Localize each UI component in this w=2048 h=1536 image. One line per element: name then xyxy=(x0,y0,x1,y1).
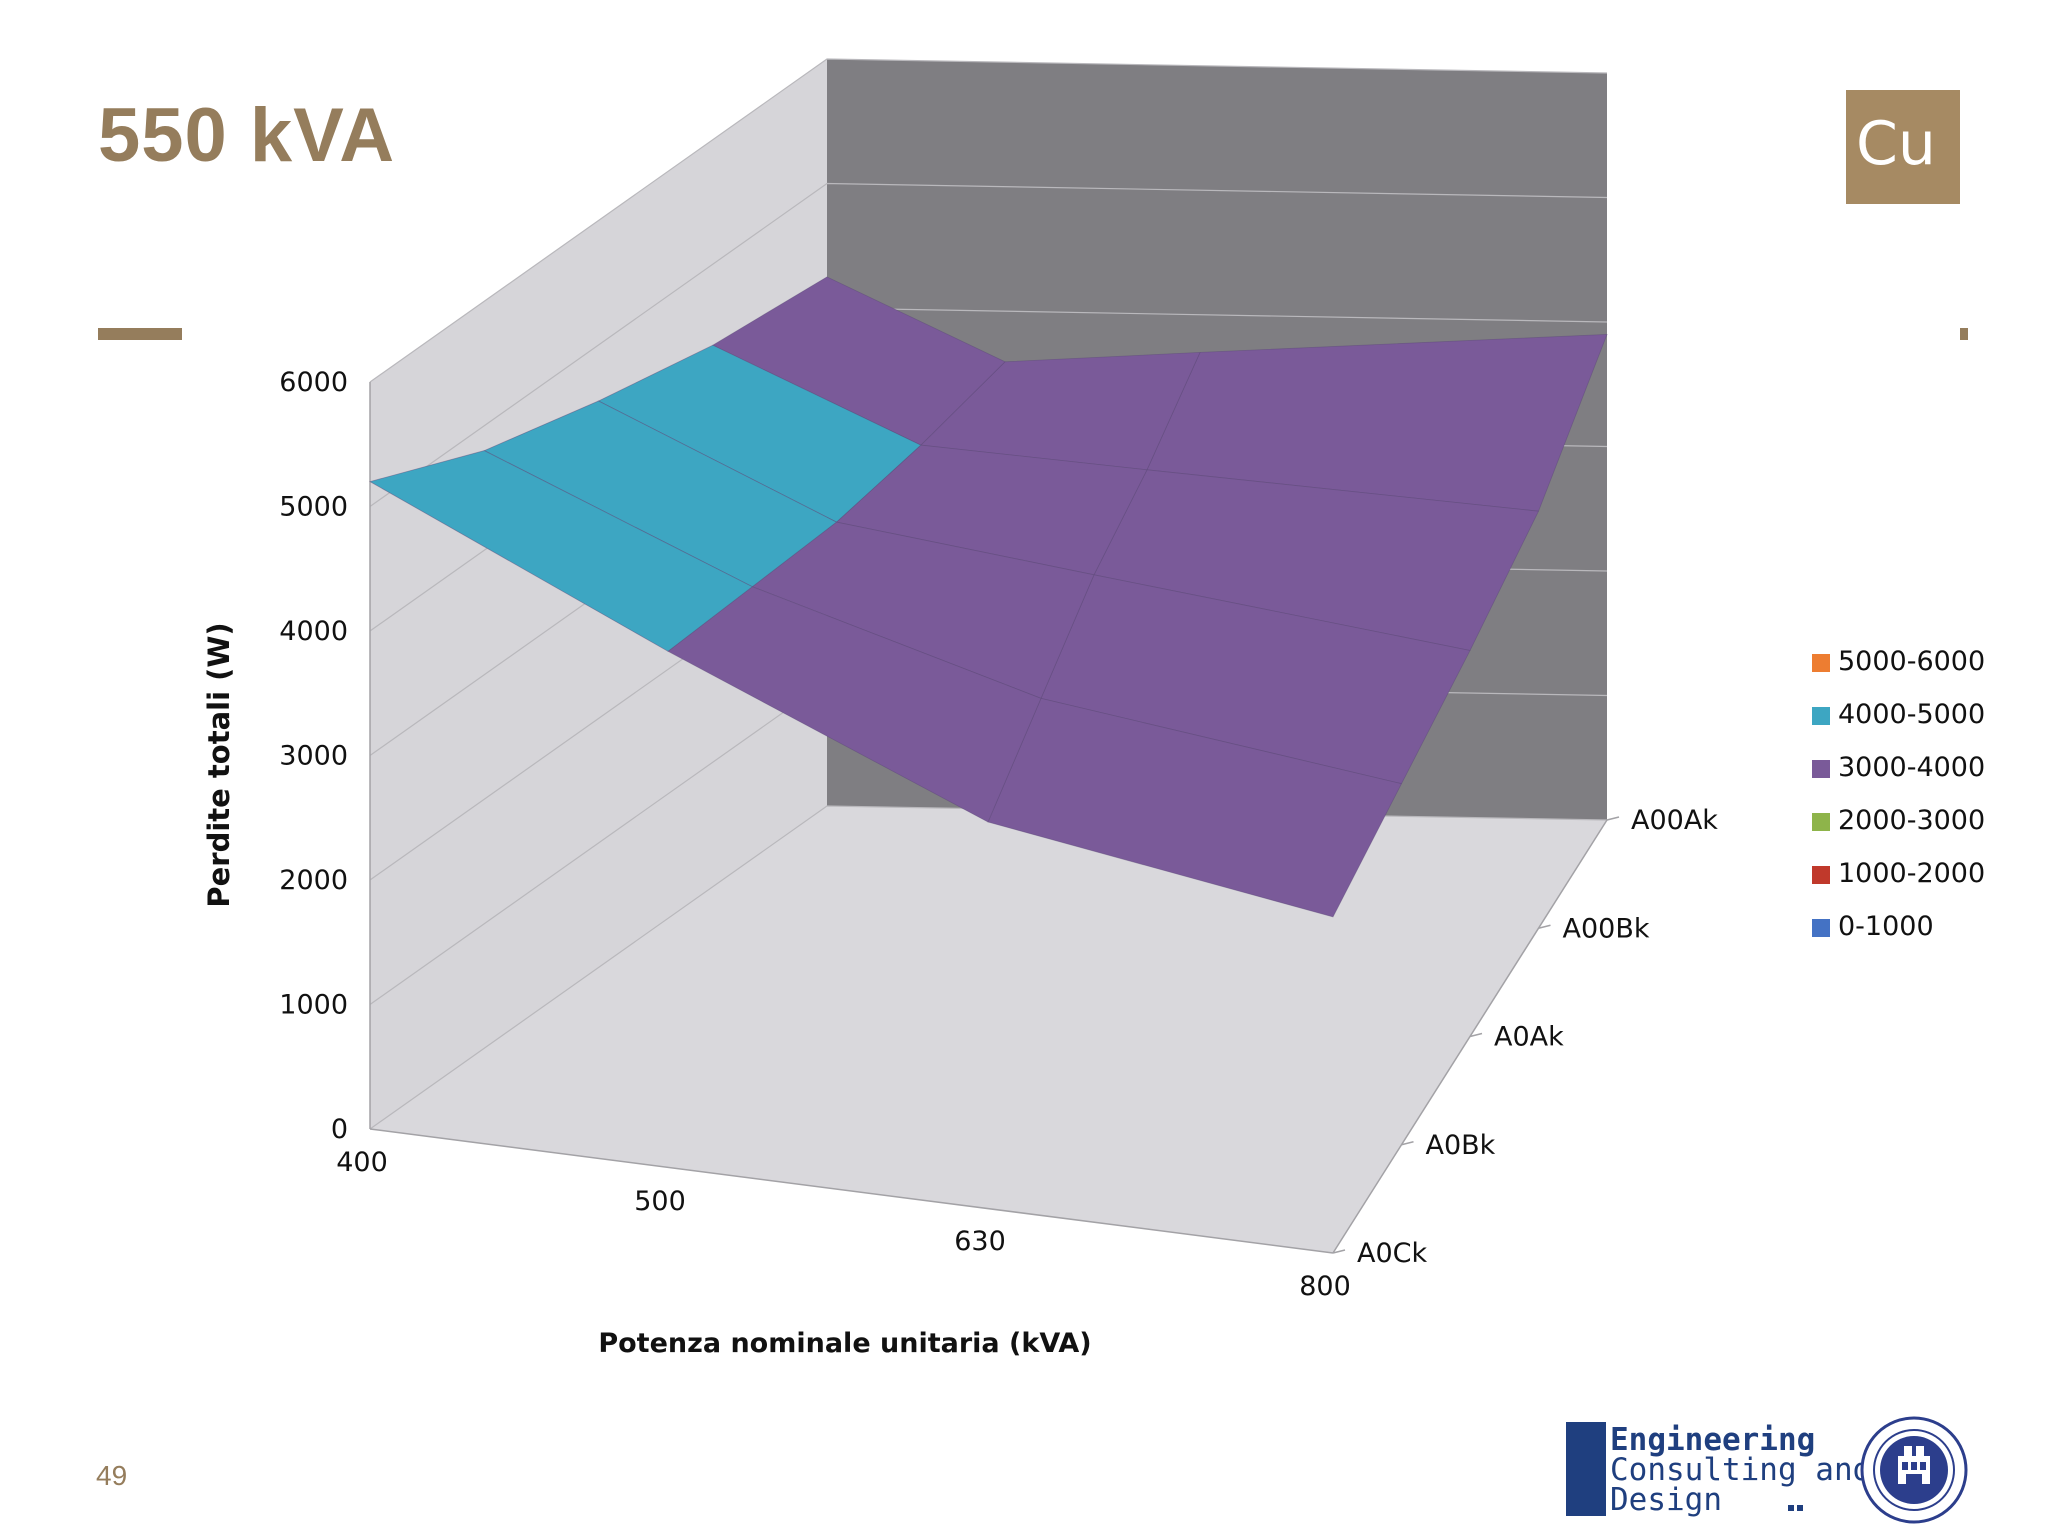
legend-label-1: 4000-5000 xyxy=(1838,699,1985,730)
depth-tick-label-2: A0Ak xyxy=(1494,1022,1564,1053)
y-axis-title: Perdite totali (W) xyxy=(202,622,236,907)
title-rule-left xyxy=(98,328,182,340)
depth-tick-label-0: A0Ck xyxy=(1357,1238,1428,1269)
slide-title: 550 kVA xyxy=(98,93,396,178)
legend-label-0: 5000-6000 xyxy=(1838,646,1985,677)
depth-tick-4 xyxy=(1606,816,1620,821)
legend-swatch-4 xyxy=(1812,866,1830,884)
ecd-logo-block xyxy=(1566,1422,1606,1516)
legend-label-3: 2000-3000 xyxy=(1838,805,1985,836)
depth-tick-1 xyxy=(1401,1141,1414,1146)
ecd-logo: Engineering Consulting and Design xyxy=(1566,1422,1871,1518)
floor xyxy=(370,806,1607,1253)
university-seal-icon xyxy=(1860,1416,1968,1524)
x-tick-label-2: 630 xyxy=(954,1226,1006,1257)
ecd-logo-dots xyxy=(1788,1498,1806,1516)
legend-swatch-2 xyxy=(1812,760,1830,778)
z-tick-label-3: 3000 xyxy=(279,741,348,772)
z-tick-label-5: 5000 xyxy=(279,492,348,523)
legend-swatch-0 xyxy=(1812,654,1830,672)
x-axis-line xyxy=(369,1128,1334,1254)
legend-label-5: 0-1000 xyxy=(1838,911,1934,942)
x-axis-title: Potenza nominale unitaria (kVA) xyxy=(598,1328,1091,1359)
ecd-logo-line-3: Design xyxy=(1610,1482,1722,1518)
x-tick-label-0: 400 xyxy=(336,1147,388,1178)
x-tick-label-3: 800 xyxy=(1299,1271,1351,1302)
depth-tick-3 xyxy=(1538,924,1551,929)
gridline-6 xyxy=(369,58,1608,383)
depth-tick-label-4: A00Ak xyxy=(1631,805,1718,836)
depth-tick-2 xyxy=(1469,1032,1483,1038)
z-tick-label-1: 1000 xyxy=(279,990,348,1021)
title-rule-right xyxy=(1960,328,1968,340)
legend-swatch-5 xyxy=(1812,919,1830,937)
ecd-logo-line-2: Consulting and xyxy=(1610,1452,1872,1488)
z-tick-label-0: 0 xyxy=(331,1114,348,1145)
x-tick-label-1: 500 xyxy=(634,1186,686,1217)
depth-tick-label-3: A00Bk xyxy=(1563,913,1650,944)
ecd-logo-line-1: Engineering xyxy=(1610,1422,1816,1458)
depth-tick-0 xyxy=(1332,1249,1346,1254)
legend-swatch-3 xyxy=(1812,813,1830,831)
surface-patch-0-0 xyxy=(368,450,754,652)
copper-badge: Cu xyxy=(1846,90,1960,204)
gridline-5 xyxy=(369,182,1608,507)
legend-label-4: 1000-2000 xyxy=(1838,858,1985,889)
legend-label-2: 3000-4000 xyxy=(1838,752,1985,783)
page-number: 49 xyxy=(96,1460,128,1491)
z-tick-label-4: 4000 xyxy=(279,616,348,647)
depth-tick-label-1: A0Bk xyxy=(1426,1130,1496,1161)
z-tick-label-6: 6000 xyxy=(279,367,348,398)
z-tick-label-2: 2000 xyxy=(279,865,348,896)
legend-swatch-1 xyxy=(1812,707,1830,725)
